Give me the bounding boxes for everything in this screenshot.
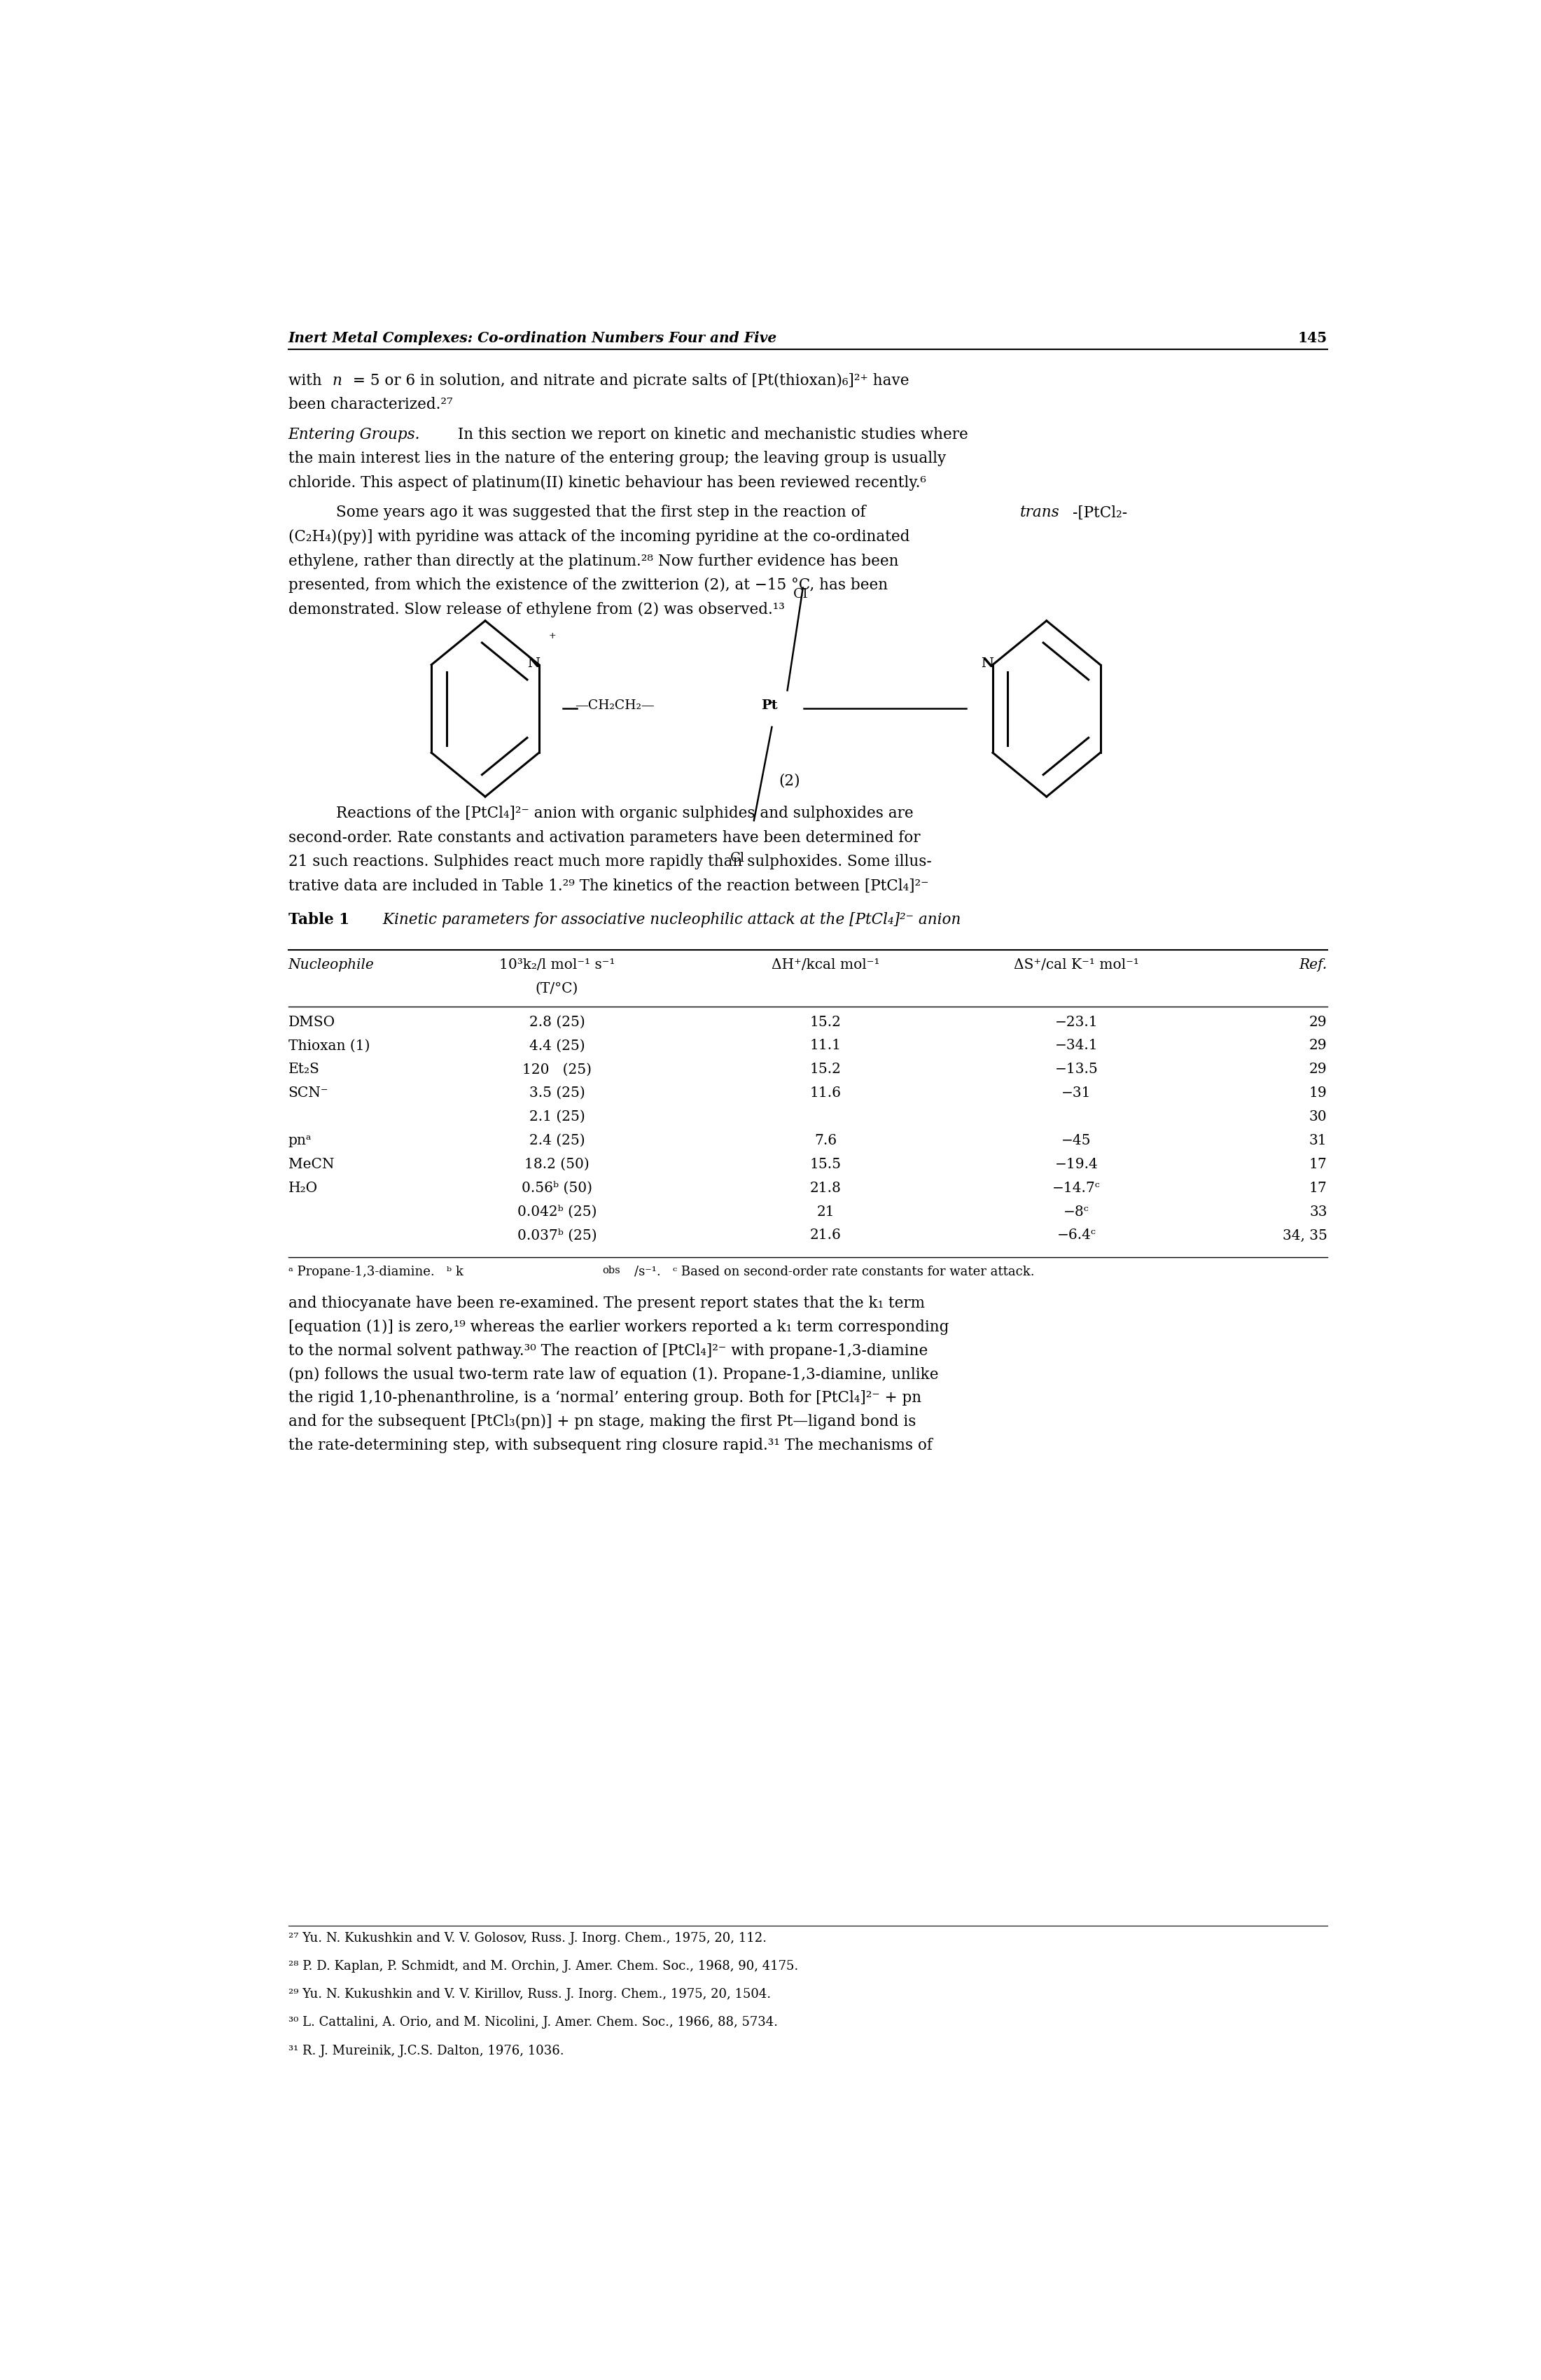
Text: 17: 17 bbox=[1310, 1157, 1327, 1171]
Text: pnᵃ: pnᵃ bbox=[288, 1133, 311, 1147]
Text: 0.042ᵇ (25): 0.042ᵇ (25) bbox=[518, 1204, 596, 1219]
Text: SCN⁻: SCN⁻ bbox=[288, 1088, 328, 1100]
Text: Et₂S: Et₂S bbox=[288, 1064, 319, 1076]
Text: 21: 21 bbox=[817, 1204, 835, 1219]
Text: ³⁰ L. Cattalini, A. Orio, and M. Nicolini, J. Amer. Chem. Soc., 1966, 88, 5734.: ³⁰ L. Cattalini, A. Orio, and M. Nicolin… bbox=[288, 2016, 778, 2028]
Text: N: N bbox=[527, 657, 539, 671]
Text: (T/°C): (T/°C) bbox=[535, 983, 578, 995]
Text: —CH₂CH₂—: —CH₂CH₂— bbox=[575, 700, 655, 712]
Text: 21.6: 21.6 bbox=[811, 1228, 841, 1242]
Text: the main interest lies in the nature of the entering group; the leaving group is: the main interest lies in the nature of … bbox=[288, 452, 946, 466]
Text: 120   (25): 120 (25) bbox=[522, 1064, 592, 1076]
Text: +: + bbox=[549, 631, 556, 640]
Text: and thiocyanate have been re-examined. The present report states that the k₁ ter: and thiocyanate have been re-examined. T… bbox=[288, 1295, 925, 1311]
Text: ²⁸ P. D. Kaplan, P. Schmidt, and M. Orchin, J. Amer. Chem. Soc., 1968, 90, 4175.: ²⁸ P. D. Kaplan, P. Schmidt, and M. Orch… bbox=[288, 1961, 798, 1973]
Text: Thioxan (1): Thioxan (1) bbox=[288, 1040, 370, 1052]
Text: the rigid 1,10-phenanthroline, is a ‘normal’ entering group. Both for [PtCl₄]²⁻ : the rigid 1,10-phenanthroline, is a ‘nor… bbox=[288, 1390, 922, 1407]
Text: −23.1: −23.1 bbox=[1056, 1016, 1097, 1028]
Text: ²⁷ Yu. N. Kukushkin and V. V. Golosov, Russ. J. Inorg. Chem., 1975, 20, 112.: ²⁷ Yu. N. Kukushkin and V. V. Golosov, R… bbox=[288, 1933, 766, 1944]
Text: 2.1 (25): 2.1 (25) bbox=[529, 1109, 584, 1123]
Text: In this section we report on kinetic and mechanistic studies where: In this section we report on kinetic and… bbox=[453, 426, 968, 443]
Text: 18.2 (50): 18.2 (50) bbox=[524, 1157, 589, 1171]
Text: 15.2: 15.2 bbox=[811, 1016, 841, 1028]
Text: Entering Groups.: Entering Groups. bbox=[288, 426, 421, 443]
Text: Pt: Pt bbox=[761, 700, 778, 712]
Text: 17: 17 bbox=[1310, 1180, 1327, 1195]
Text: −8ᶜ: −8ᶜ bbox=[1063, 1204, 1089, 1219]
Text: 2.4 (25): 2.4 (25) bbox=[529, 1133, 584, 1147]
Text: 15.5: 15.5 bbox=[811, 1157, 841, 1171]
Text: −6.4ᶜ: −6.4ᶜ bbox=[1057, 1228, 1096, 1242]
Text: the rate-determining step, with subsequent ring closure rapid.³¹ The mechanisms : the rate-determining step, with subseque… bbox=[288, 1438, 932, 1454]
Text: ᵃ Propane-1,3-diamine.   ᵇ k: ᵃ Propane-1,3-diamine. ᵇ k bbox=[288, 1266, 464, 1278]
Text: 33: 33 bbox=[1310, 1204, 1327, 1219]
Text: obs: obs bbox=[603, 1266, 621, 1276]
Text: chloride. This aspect of platinum(II) kinetic behaviour has been reviewed recent: chloride. This aspect of platinum(II) ki… bbox=[288, 476, 926, 490]
Text: 11.1: 11.1 bbox=[811, 1040, 841, 1052]
Text: ΔH⁺/kcal mol⁻¹: ΔH⁺/kcal mol⁻¹ bbox=[772, 959, 880, 971]
Text: Nucleophile: Nucleophile bbox=[288, 959, 374, 971]
Text: Reactions of the [PtCl₄]²⁻ anion with organic sulphides and sulphoxides are: Reactions of the [PtCl₄]²⁻ anion with or… bbox=[336, 807, 914, 821]
Text: −19.4: −19.4 bbox=[1054, 1157, 1099, 1171]
Text: 19: 19 bbox=[1310, 1088, 1327, 1100]
Text: (C₂H₄)(py)] with pyridine was attack of the incoming pyridine at the co-ordinate: (C₂H₄)(py)] with pyridine was attack of … bbox=[288, 528, 909, 545]
Text: Kinetic parameters for associative nucleophilic attack at the [PtCl₄]²⁻ anion: Kinetic parameters for associative nucle… bbox=[378, 912, 960, 928]
Text: Some years ago it was suggested that the first step in the reaction of: Some years ago it was suggested that the… bbox=[336, 505, 871, 521]
Text: /s⁻¹.   ᶜ Based on second-order rate constants for water attack.: /s⁻¹. ᶜ Based on second-order rate const… bbox=[635, 1266, 1034, 1278]
Text: second-order. Rate constants and activation parameters have been determined for: second-order. Rate constants and activat… bbox=[288, 831, 920, 845]
Text: Inert Metal Complexes: Co-ordination Numbers Four and Five: Inert Metal Complexes: Co-ordination Num… bbox=[288, 331, 777, 345]
Text: been characterized.²⁷: been characterized.²⁷ bbox=[288, 397, 453, 412]
Text: Cl: Cl bbox=[794, 588, 807, 600]
Text: 0.56ᵇ (50): 0.56ᵇ (50) bbox=[521, 1180, 592, 1195]
Text: demonstrated. Slow release of ethylene from (2) was observed.¹³: demonstrated. Slow release of ethylene f… bbox=[288, 602, 784, 616]
Text: DMSO: DMSO bbox=[288, 1016, 334, 1028]
Text: 7.6: 7.6 bbox=[814, 1133, 837, 1147]
Text: -[PtCl₂-: -[PtCl₂- bbox=[1073, 505, 1128, 521]
Text: trans: trans bbox=[1020, 505, 1060, 521]
Text: ³¹ R. J. Mureinik, J.C.S. Dalton, 1976, 1036.: ³¹ R. J. Mureinik, J.C.S. Dalton, 1976, … bbox=[288, 2044, 564, 2056]
Text: n: n bbox=[333, 374, 342, 388]
Text: 145: 145 bbox=[1298, 331, 1327, 345]
Text: 21.8: 21.8 bbox=[811, 1180, 841, 1195]
Text: 2.8 (25): 2.8 (25) bbox=[529, 1016, 584, 1028]
Text: 3.5 (25): 3.5 (25) bbox=[529, 1088, 584, 1100]
Text: 15.2: 15.2 bbox=[811, 1064, 841, 1076]
Text: (pn) follows the usual two-term rate law of equation (1). Propane-1,3-diamine, u: (pn) follows the usual two-term rate law… bbox=[288, 1366, 938, 1383]
Text: 21 such reactions. Sulphides react much more rapidly than sulphoxides. Some illu: 21 such reactions. Sulphides react much … bbox=[288, 854, 931, 869]
Text: 0.037ᵇ (25): 0.037ᵇ (25) bbox=[518, 1228, 596, 1242]
Text: 4.4 (25): 4.4 (25) bbox=[529, 1040, 584, 1052]
Text: −13.5: −13.5 bbox=[1054, 1064, 1099, 1076]
Text: Ref.: Ref. bbox=[1299, 959, 1327, 971]
Text: 29: 29 bbox=[1310, 1016, 1327, 1028]
Text: 29: 29 bbox=[1310, 1040, 1327, 1052]
Text: −31: −31 bbox=[1062, 1088, 1091, 1100]
Text: 11.6: 11.6 bbox=[811, 1088, 841, 1100]
Text: ΔS⁺/cal K⁻¹ mol⁻¹: ΔS⁺/cal K⁻¹ mol⁻¹ bbox=[1014, 959, 1139, 971]
Text: −14.7ᶜ: −14.7ᶜ bbox=[1053, 1180, 1100, 1195]
Text: MeCN: MeCN bbox=[288, 1157, 334, 1171]
Text: to the normal solvent pathway.³⁰ The reaction of [PtCl₄]²⁻ with propane-1,3-diam: to the normal solvent pathway.³⁰ The rea… bbox=[288, 1342, 928, 1359]
Text: 34, 35: 34, 35 bbox=[1282, 1228, 1327, 1242]
Text: N: N bbox=[980, 657, 994, 671]
Text: presented, from which the existence of the zwitterion (2), at −15 °C, has been: presented, from which the existence of t… bbox=[288, 578, 888, 593]
Text: 30: 30 bbox=[1310, 1109, 1327, 1123]
Text: and for the subsequent [PtCl₃(pn)] + pn stage, making the first Pt—ligand bond i: and for the subsequent [PtCl₃(pn)] + pn … bbox=[288, 1414, 915, 1430]
Text: Table 1: Table 1 bbox=[288, 912, 350, 928]
Text: with: with bbox=[288, 374, 327, 388]
Text: 10³k₂/l mol⁻¹ s⁻¹: 10³k₂/l mol⁻¹ s⁻¹ bbox=[499, 959, 615, 971]
Text: trative data are included in Table 1.²⁹ The kinetics of the reaction between [Pt: trative data are included in Table 1.²⁹ … bbox=[288, 878, 928, 895]
Text: ²⁹ Yu. N. Kukushkin and V. V. Kirillov, Russ. J. Inorg. Chem., 1975, 20, 1504.: ²⁹ Yu. N. Kukushkin and V. V. Kirillov, … bbox=[288, 1987, 771, 2002]
Text: H₂O: H₂O bbox=[288, 1180, 317, 1195]
Text: 31: 31 bbox=[1310, 1133, 1327, 1147]
Text: Cl: Cl bbox=[730, 852, 744, 864]
Text: −34.1: −34.1 bbox=[1056, 1040, 1097, 1052]
Text: [equation (1)] is zero,¹⁹ whereas the earlier workers reported a k₁ term corresp: [equation (1)] is zero,¹⁹ whereas the ea… bbox=[288, 1319, 949, 1335]
Text: 29: 29 bbox=[1310, 1064, 1327, 1076]
Text: = 5 or 6 in solution, and nitrate and picrate salts of [Pt(thioxan)₆]²⁺ have: = 5 or 6 in solution, and nitrate and pi… bbox=[348, 374, 909, 388]
Text: −45: −45 bbox=[1062, 1133, 1091, 1147]
Text: (2): (2) bbox=[780, 774, 800, 788]
Text: ethylene, rather than directly at the platinum.²⁸ Now further evidence has been: ethylene, rather than directly at the pl… bbox=[288, 555, 898, 569]
